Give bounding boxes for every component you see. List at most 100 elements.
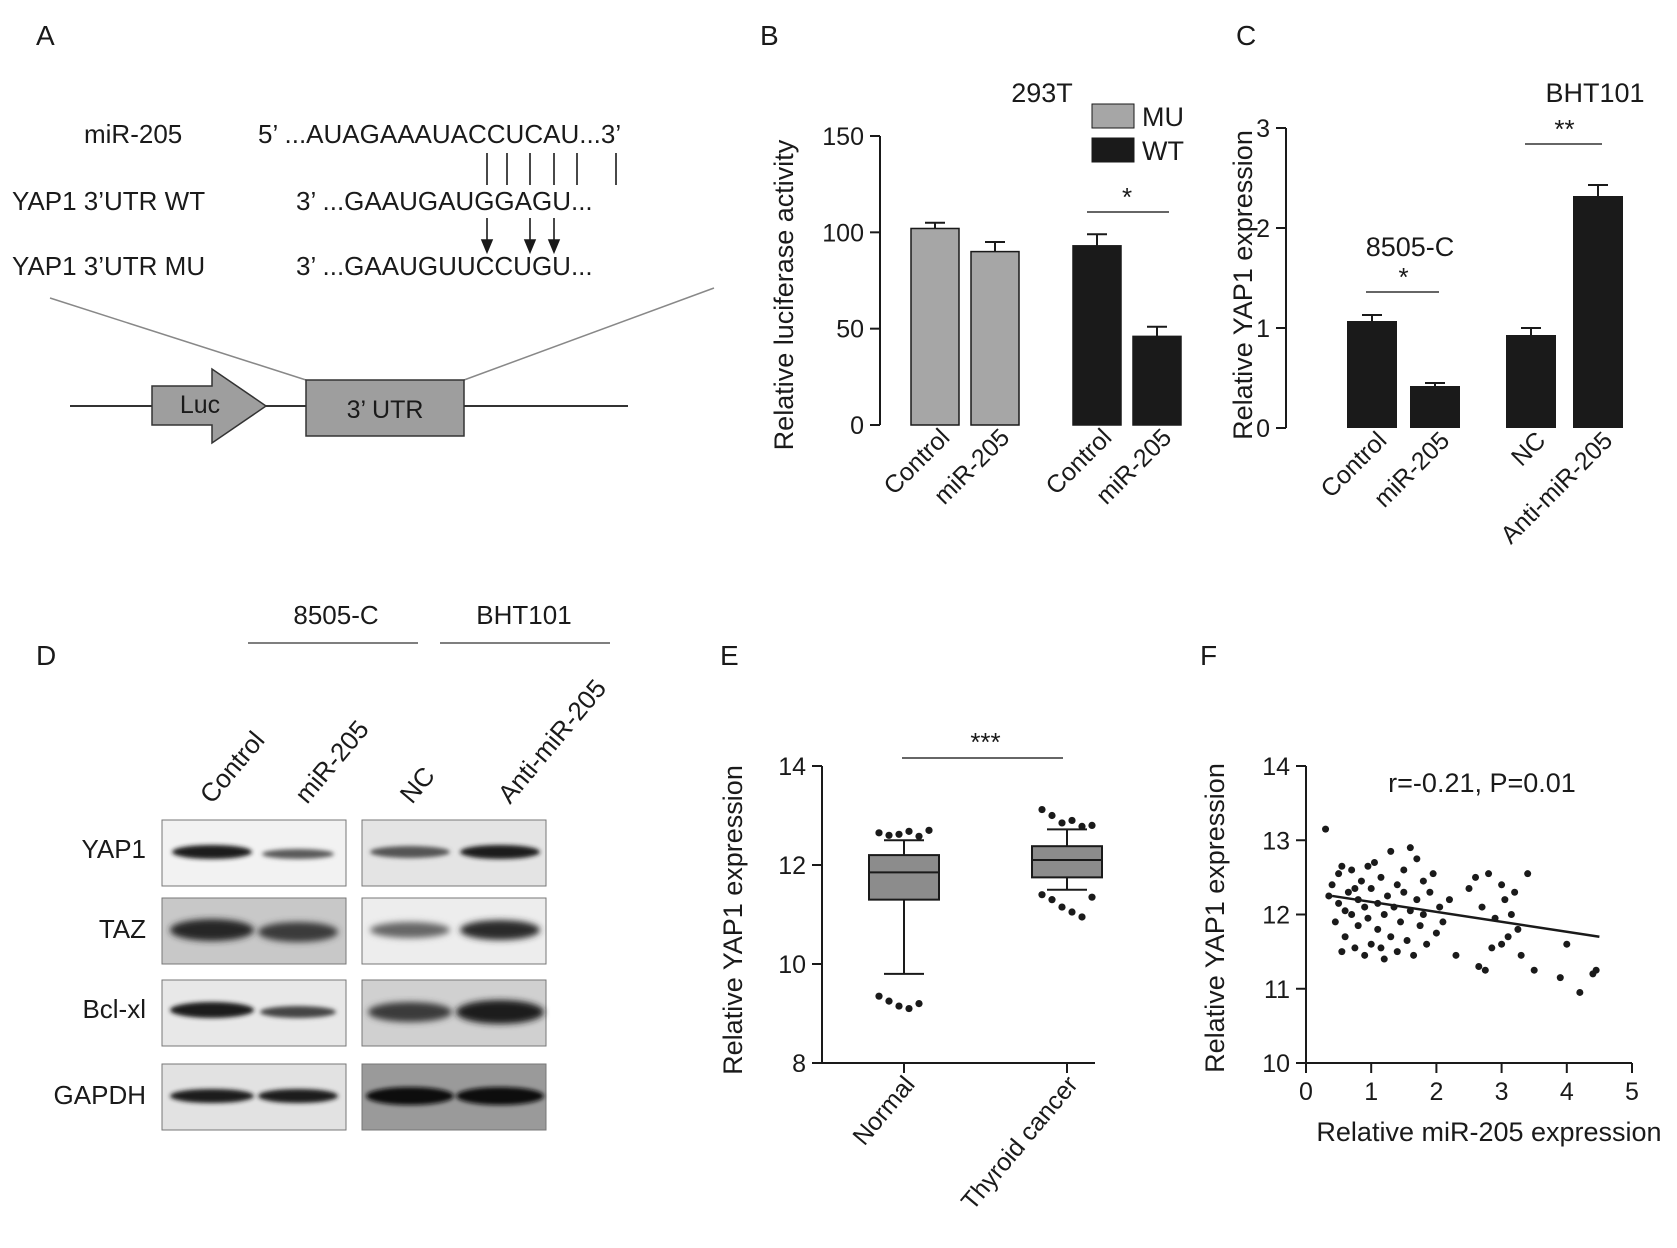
chart-e-outlier-1-6 [1038, 891, 1046, 899]
chart-e-y-tick-label-3: 14 [778, 753, 806, 781]
chart-f-point-6 [1338, 948, 1346, 956]
chart-f-point-55 [1475, 962, 1483, 970]
chart-f-point-54 [1472, 873, 1480, 881]
chart-f-point-24 [1377, 873, 1385, 881]
chart-e-x-label-0: Normal [847, 1071, 920, 1151]
chart-f-x-label: Relative miR-205 expression [1316, 1117, 1661, 1147]
chart-f-point-47 [1429, 870, 1437, 878]
panel-e: E 8 10 12 14 Relative YAP1 expression Normal T… [718, 640, 1103, 1216]
lane-label-mir205: miR-205 [289, 714, 375, 809]
chart-c-bar-1 [1410, 386, 1460, 428]
chart-f-point-19 [1367, 885, 1375, 893]
base-pairing-lines [486, 153, 617, 185]
mutation-arrows [480, 218, 561, 255]
chart-f-point-63 [1501, 896, 1509, 904]
chart-f-point-15 [1357, 877, 1365, 885]
blot-row-yap1 [161, 819, 547, 887]
chart-f-x-tick-label-5: 5 [1625, 1078, 1639, 1106]
protein-label-taz: TAZ [99, 914, 146, 944]
chart-e-outlier-1-1 [1048, 811, 1056, 820]
panel-b: B 0 50 100 150 Relative luciferase activity 2… [760, 20, 1184, 510]
chart-f-annotation: r=-0.21, P=0.01 [1388, 768, 1576, 798]
chart-f-point-51 [1445, 896, 1453, 904]
chart-f-point-0 [1322, 825, 1330, 833]
group-label-bht101: BHT101 [476, 600, 571, 630]
group-label-8505c: 8505-C [293, 600, 378, 630]
chart-f-point-20 [1367, 940, 1375, 948]
chart-f-point-29 [1387, 847, 1395, 855]
mir205-sequence: 5’ ...AUAGAAAUACCUCAU...3’ [258, 119, 621, 149]
chart-b-y-tick-label-0: 0 [850, 412, 864, 440]
chart-f-point-69 [1524, 870, 1532, 878]
chart-f-x-tick-label-1: 1 [1364, 1078, 1378, 1106]
lane-label-anti-mir205: Anti-miR-205 [492, 673, 613, 809]
chart-f-y-tick-label-1: 11 [1264, 976, 1290, 1004]
chart-f-point-5 [1335, 870, 1343, 878]
chart-e-outlier-1-9 [1068, 908, 1076, 916]
panel-d: D 8505-C BHT101 Control miR-205 NC Anti-… [36, 600, 613, 1131]
chart-e-outlier-0-0 [875, 829, 883, 837]
chart-f-point-53 [1465, 885, 1473, 893]
protein-label-bclxl: Bcl-xl [82, 994, 146, 1024]
chart-f-point-40 [1413, 896, 1421, 904]
chart-f-y-label: Relative YAP1 expression [1200, 763, 1230, 1073]
chart-f-y-tick-label-0: 10 [1262, 1050, 1290, 1078]
chart-c-error-2 [1521, 327, 1541, 335]
chart-e-outlier-1-3 [1068, 816, 1076, 825]
chart-f-point-33 [1397, 918, 1405, 926]
chart-f-y-tick-label-2: 12 [1262, 902, 1290, 930]
chart-e-outlier-1-8 [1058, 903, 1066, 911]
chart-e-outlier-0-5 [925, 826, 933, 834]
luc-arrow [151, 367, 268, 445]
chart-f-point-31 [1393, 948, 1401, 956]
chart-f-x-tick-label-3: 3 [1495, 1078, 1509, 1106]
mir205-label: miR-205 [84, 119, 182, 149]
chart-f-x-tick-label-0: 0 [1299, 1078, 1313, 1106]
chart-f-regression-line [1331, 894, 1600, 939]
chart-f-point-12 [1351, 944, 1359, 952]
protein-label-yap1: YAP1 [81, 834, 146, 864]
chart-f-point-35 [1400, 866, 1408, 874]
chart-b-y-tick-label-2: 100 [822, 219, 864, 247]
chart-f-point-36 [1403, 936, 1411, 944]
chart-f-point-59 [1488, 944, 1496, 952]
chart-e-sig-label: *** [970, 727, 1000, 757]
panel-f-letter: F [1200, 640, 1217, 671]
chart-f-point-49 [1436, 903, 1444, 911]
panel-a: A miR-205 5’ ...AUAGAAAUACCUCAU...3’ YAP… [12, 20, 715, 445]
wt-sequence: 3’ ...GAAUGAUGGAGU... [296, 186, 593, 216]
chart-f-point-46 [1426, 888, 1434, 896]
chart-b-y-tick-label-3: 150 [822, 123, 864, 151]
panel-d-letter: D [36, 640, 56, 671]
blot-row-gapdh [161, 1063, 547, 1131]
chart-b-legend-label-1: WT [1142, 136, 1184, 166]
chart-f-point-3 [1331, 918, 1339, 926]
chart-b-sig-label-0: * [1122, 182, 1132, 212]
chart-e-outlier-0-7 [885, 997, 893, 1005]
chart-e-y-tick-label-1: 10 [778, 951, 806, 979]
chart-f-point-64 [1504, 933, 1512, 941]
chart-f-point-16 [1361, 951, 1369, 959]
chart-e-outlier-1-2 [1058, 819, 1066, 827]
chart-f-point-62 [1498, 940, 1506, 948]
chart-c-sig-label-1: ** [1554, 114, 1574, 144]
chart-f-point-67 [1514, 925, 1522, 933]
chart-f-point-26 [1380, 911, 1388, 918]
blot-row-taz [161, 897, 547, 965]
chart-b-title: 293T [1011, 78, 1073, 108]
chart-e-outlier-1-7 [1048, 896, 1056, 904]
chart-f-point-34 [1400, 888, 1408, 896]
chart-f-x-tick-label-2: 2 [1429, 1078, 1443, 1106]
chart-f-point-14 [1354, 922, 1362, 930]
chart-f-point-68 [1517, 951, 1525, 959]
chart-f-point-39 [1410, 951, 1418, 959]
chart-b-legend-swatch-0 [1091, 103, 1135, 129]
chart-f-point-27 [1384, 892, 1391, 900]
chart-f-point-61 [1498, 881, 1506, 889]
chart-f-point-76 [1338, 862, 1346, 870]
chart-f-y-tick-label-3: 13 [1262, 827, 1290, 855]
chart-c-bar-0 [1347, 321, 1397, 428]
